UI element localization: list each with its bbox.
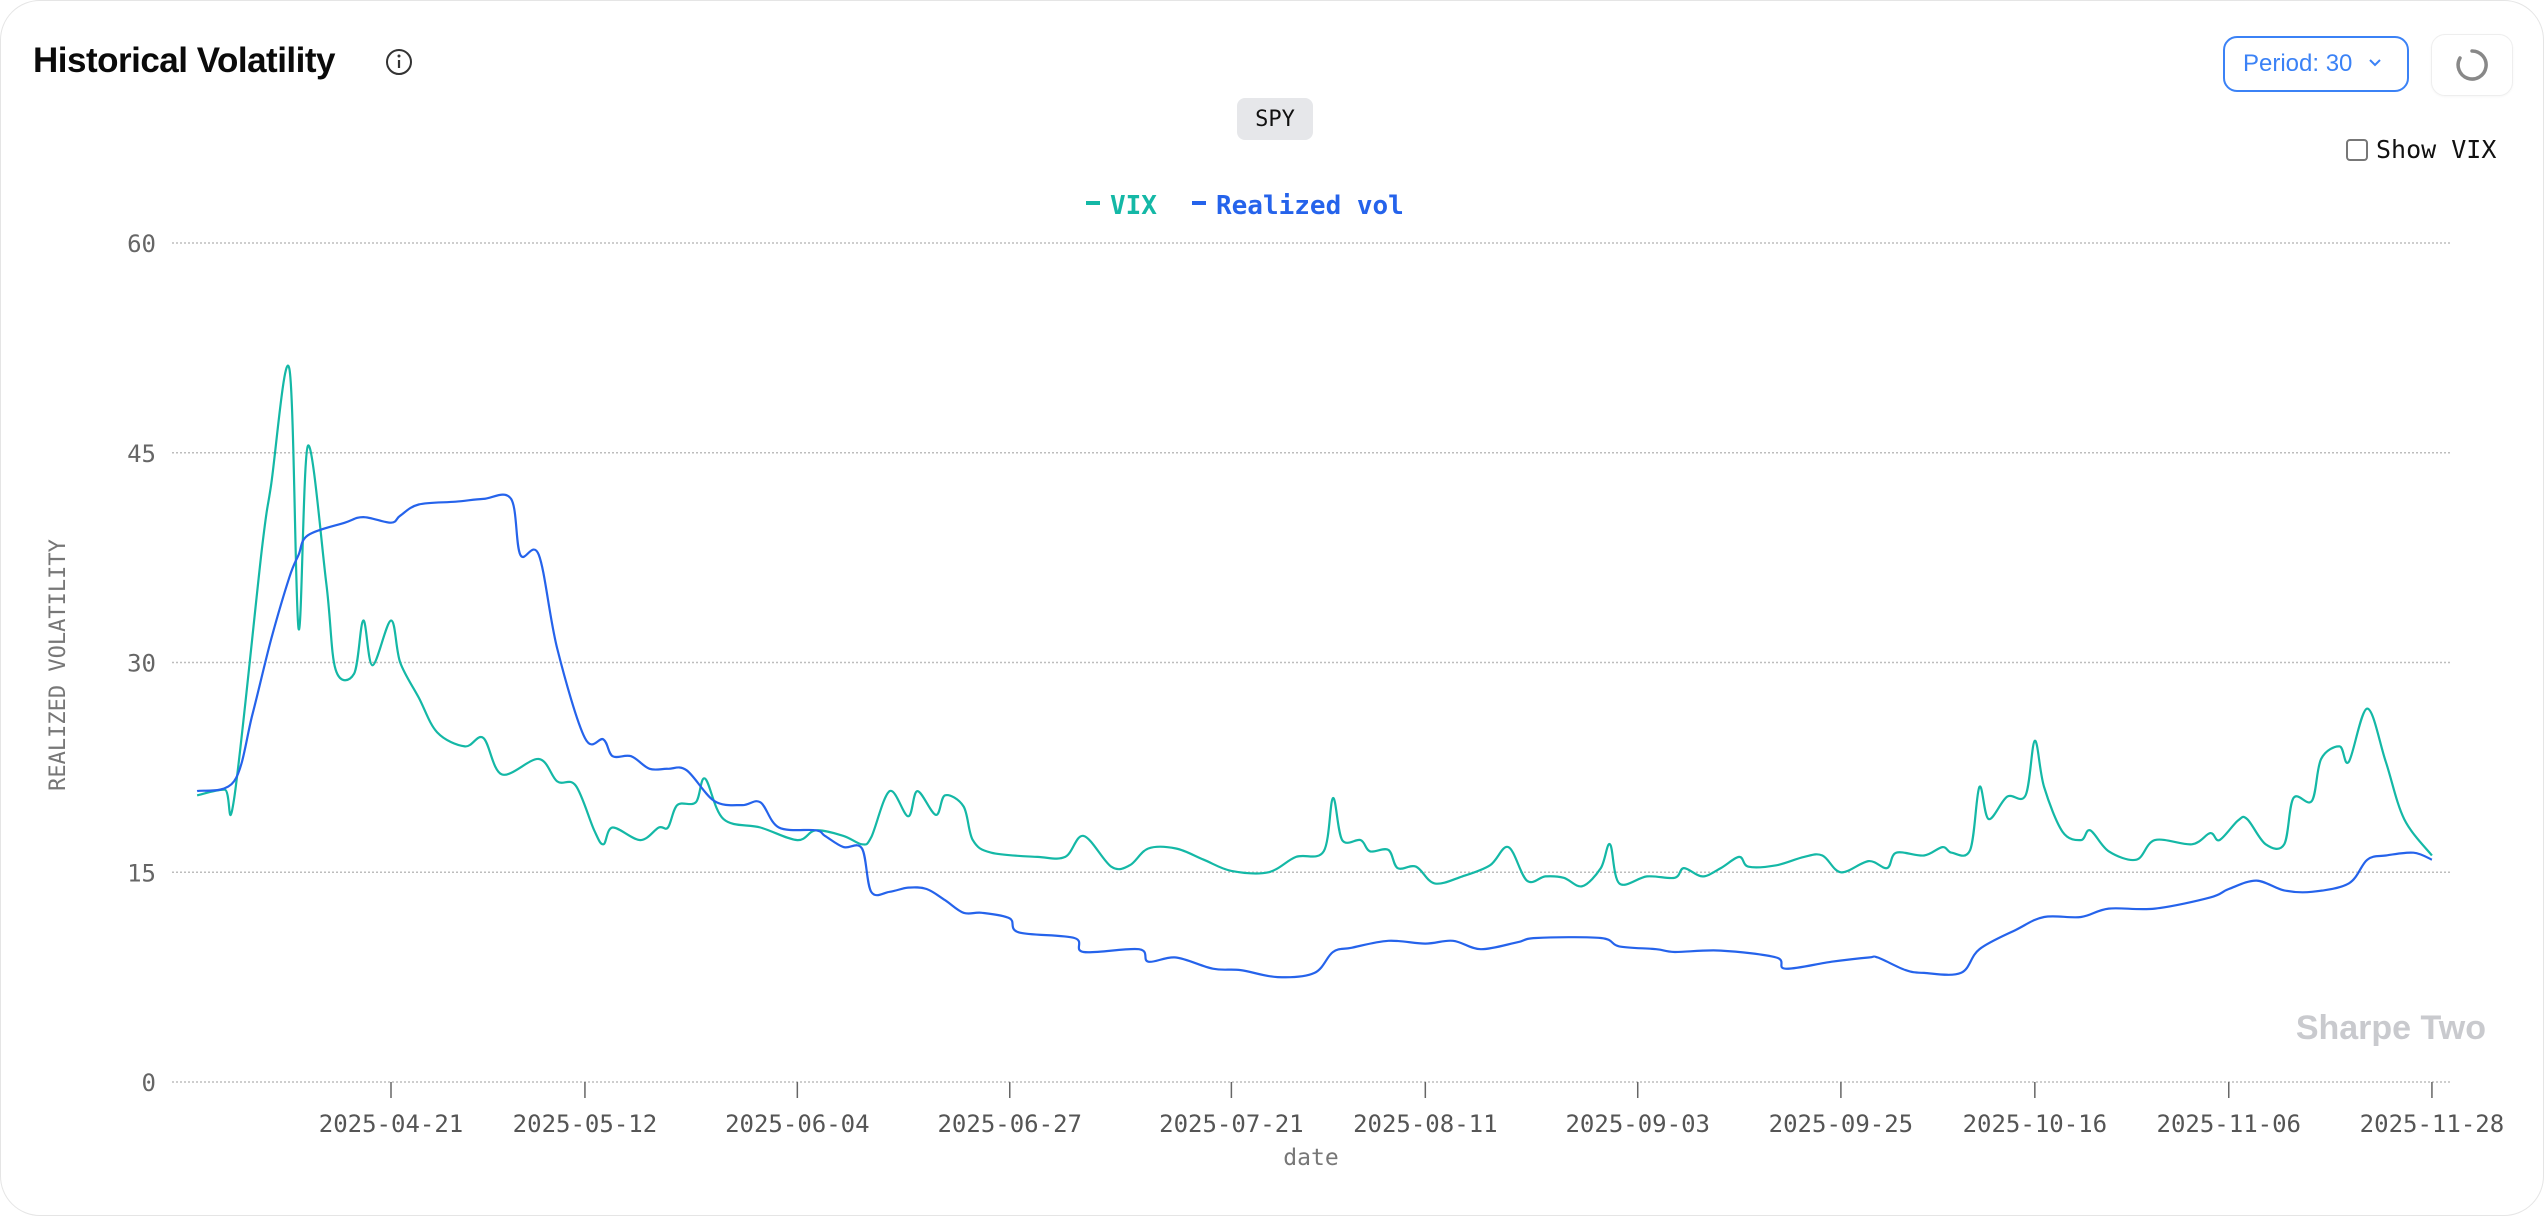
y-tick-label: 45 (127, 440, 156, 468)
legend-swatch-vix (1086, 201, 1100, 205)
x-tick-label: 2025-04-21 (319, 1110, 464, 1138)
show-vix-label: Show VIX (2376, 135, 2497, 164)
page-title: Historical Volatility (33, 41, 336, 80)
chevron-down-icon (2369, 59, 2381, 67)
x-tick-label: 2025-09-25 (1769, 1110, 1914, 1138)
show-vix-toggle[interactable]: Show VIX (2346, 135, 2496, 164)
legend: VIX Realized vol (1086, 191, 1404, 221)
y-tick-label: 0 (142, 1069, 156, 1097)
x-tick-label: 2025-11-28 (2360, 1110, 2505, 1138)
x-tick-label: 2025-08-11 (1353, 1110, 1498, 1138)
x-tick-label: 2025-06-04 (725, 1110, 870, 1138)
watermark: Sharpe Two (2296, 1009, 2486, 1047)
legend-label-vix[interactable]: VIX (1110, 191, 1157, 221)
legend-label-realized[interactable]: Realized vol (1216, 191, 1404, 221)
x-tick-label: 2025-07-21 (1159, 1110, 1304, 1138)
loading-spinner-icon (2456, 49, 2488, 81)
period-label: Period: 30 (2243, 50, 2353, 77)
series-line-vix (196, 364, 2433, 888)
ticker-badge: SPY (1237, 98, 1313, 140)
x-tick-label: 2025-05-12 (513, 1110, 658, 1138)
info-icon[interactable] (385, 48, 413, 76)
x-tick-label: 2025-06-27 (937, 1110, 1082, 1138)
x-tick-label: 2025-11-06 (2157, 1110, 2302, 1138)
x-tick-label: 2025-10-16 (1963, 1110, 2108, 1138)
x-tick-label: 2025-09-03 (1565, 1110, 1710, 1138)
period-select[interactable]: Period: 30 (2223, 36, 2409, 92)
x-axis-label: date (1283, 1145, 1338, 1171)
show-vix-checkbox[interactable] (2346, 138, 2368, 161)
legend-swatch-realized (1192, 201, 1206, 205)
series-line-realized-vol (196, 493, 2433, 979)
y-tick-label: 15 (127, 859, 156, 887)
refresh-button[interactable] (2431, 34, 2513, 96)
y-tick-label: 60 (127, 230, 156, 258)
y-axis-label: REALIZED VOLATILITY (46, 539, 71, 791)
y-tick-label: 30 (127, 650, 156, 678)
